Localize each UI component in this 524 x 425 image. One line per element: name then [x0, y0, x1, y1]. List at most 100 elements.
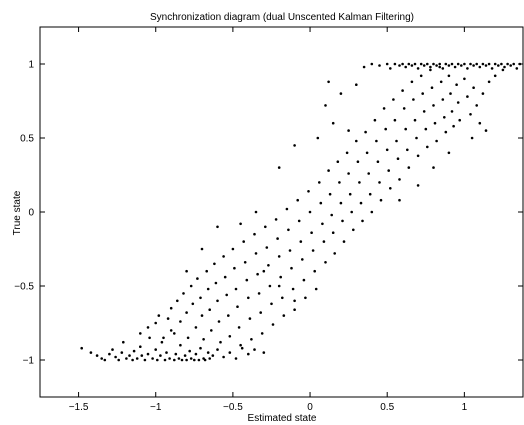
scatter-point [310, 231, 313, 234]
scatter-point [444, 130, 448, 134]
plot-frame [39, 26, 524, 398]
scatter-point [293, 299, 296, 303]
scatter-point [173, 358, 176, 362]
scatter-point [463, 62, 466, 66]
scatter-point [406, 148, 409, 152]
scatter-point [225, 293, 228, 297]
scatter-point [185, 358, 188, 362]
scatter-point [324, 261, 327, 264]
scatter-point [140, 354, 144, 357]
scatter-point [367, 172, 371, 175]
scatter-point [253, 232, 256, 236]
scatter-point [475, 62, 479, 66]
scatter-point [253, 348, 256, 351]
scatter-point [413, 62, 417, 66]
scatter-point [443, 116, 446, 119]
scatter-point [128, 354, 131, 357]
scatter-point [159, 354, 162, 357]
scatter-point [493, 74, 497, 78]
scatter-point [185, 269, 188, 273]
scatter-point [398, 178, 401, 181]
scatter-point [426, 145, 429, 149]
scatter-point [432, 62, 435, 66]
scatter-point [342, 240, 346, 243]
scatter-point [319, 201, 323, 205]
scatter-point [455, 83, 458, 86]
scatter-point [180, 358, 184, 362]
scatter-point [203, 358, 207, 362]
scatter-point [154, 348, 157, 351]
axes: −1.5 −1 −0.5 0 0.5 1 −1 −0.5 0 0.5 1 [14, 26, 524, 413]
scatter-point [478, 121, 482, 125]
scatter-point [277, 284, 281, 288]
scatter-point [463, 77, 466, 81]
scatter-point [472, 64, 475, 67]
scatter-point [262, 351, 266, 354]
y-tick-label: 0 [28, 208, 34, 219]
scatter-point [166, 317, 170, 320]
scatter-point [194, 326, 198, 329]
y-tick-label: −1 [23, 356, 35, 367]
scatter-point [185, 311, 188, 314]
scatter-point [216, 299, 219, 303]
scatter-point [259, 311, 263, 314]
scatter-point [328, 192, 332, 196]
scatter-point [245, 278, 249, 282]
scatter-point [416, 67, 420, 70]
scatter-point [382, 107, 386, 110]
scatter-point [392, 98, 395, 101]
scatter-point [227, 314, 230, 317]
scatter-point [247, 352, 250, 356]
scatter-point [318, 181, 321, 184]
scatter-point [213, 262, 216, 266]
scatter-point [296, 198, 300, 202]
scatter-point [484, 129, 488, 132]
scatter-point [355, 83, 358, 86]
scatter-point [415, 136, 418, 140]
scatter-point [139, 332, 142, 335]
scatter-point [182, 292, 185, 295]
scatter-point [197, 358, 201, 362]
scatter-point [364, 130, 367, 134]
scatter-point [503, 65, 506, 69]
scatter-point [430, 86, 434, 89]
scatter-point [331, 121, 335, 125]
scatter-point [304, 296, 307, 300]
scatter-point [242, 240, 245, 243]
scatter-point [277, 255, 281, 258]
scatter-point [324, 104, 327, 107]
scatter-point [169, 306, 173, 310]
y-axis-label: True state [12, 190, 23, 235]
scatter-point [385, 148, 389, 152]
scatter-point [240, 346, 244, 350]
scatter-point [307, 190, 310, 193]
scatter-point [120, 351, 124, 354]
scatter-point [410, 64, 414, 67]
scatter-point [419, 62, 423, 66]
scatter-point [475, 104, 479, 107]
scatter-point [378, 64, 381, 67]
scatter-point [208, 357, 211, 360]
scatter-point [466, 95, 469, 98]
scatter-point [248, 317, 252, 320]
scatter-point [426, 62, 429, 66]
scatter-point [271, 323, 275, 326]
scatter-point [288, 249, 292, 252]
scatter-point [398, 198, 401, 202]
scatter-point [228, 351, 232, 354]
scatter-point [277, 166, 281, 169]
scatter-point [441, 67, 445, 70]
scatter-point [143, 358, 147, 362]
scatter-point [433, 121, 437, 125]
plot-area [80, 62, 522, 362]
scatter-point [472, 86, 475, 89]
scatter-point [375, 139, 378, 143]
scatter-point [512, 62, 515, 66]
scatter-point [347, 172, 350, 175]
scatter-point [111, 348, 114, 351]
scatter-point [268, 284, 272, 288]
scatter-point [452, 124, 455, 128]
scatter-point [333, 252, 337, 255]
scatter-point [341, 219, 344, 223]
scatter-point [424, 127, 428, 131]
